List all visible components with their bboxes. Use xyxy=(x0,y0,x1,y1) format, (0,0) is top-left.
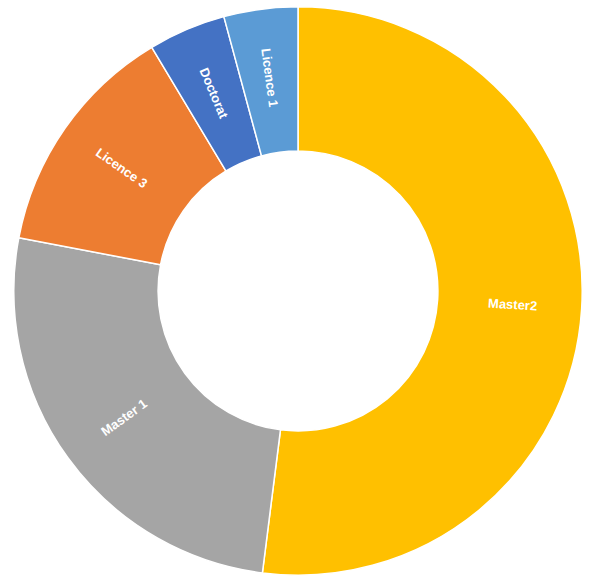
svg-text:Licence 3: Licence 3 xyxy=(93,145,150,191)
svg-text:Doctorat: Doctorat xyxy=(196,66,231,122)
svg-text:Master2: Master2 xyxy=(488,295,538,313)
svg-text:Licence 1: Licence 1 xyxy=(258,47,281,108)
svg-text:Master 1: Master 1 xyxy=(98,396,149,439)
